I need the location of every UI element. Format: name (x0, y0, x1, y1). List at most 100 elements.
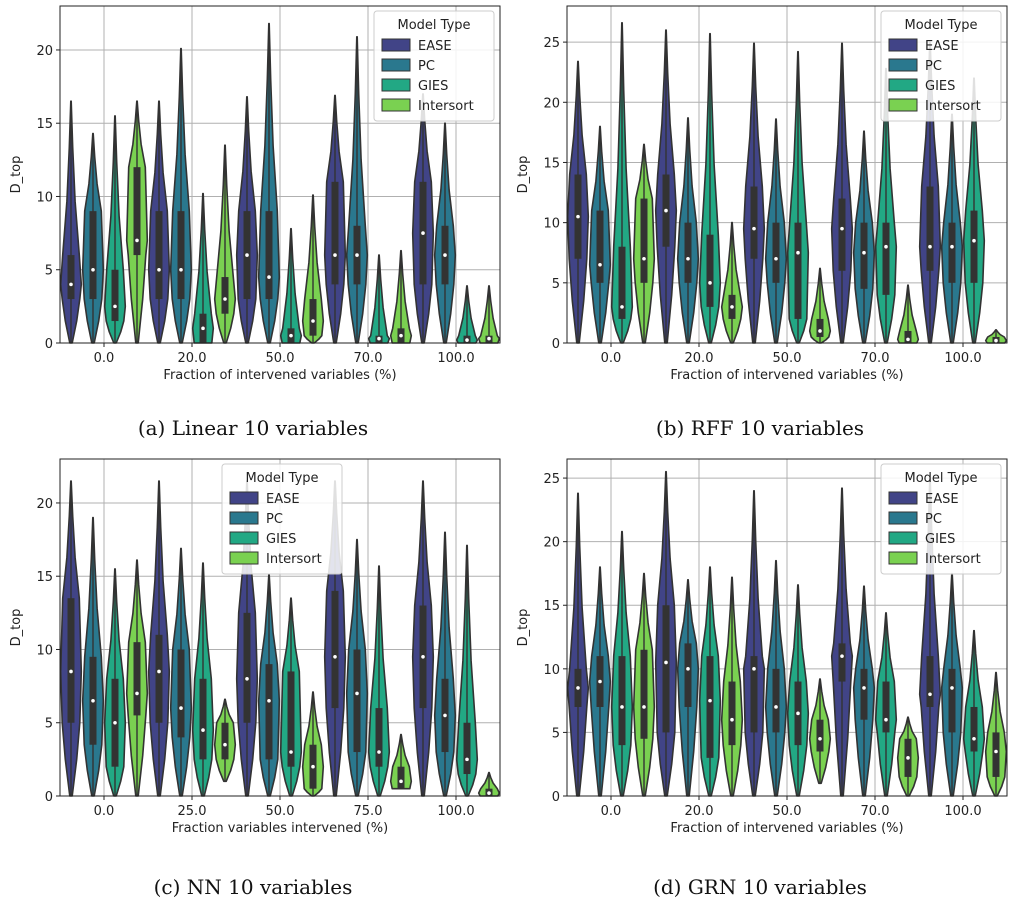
legend-title: Model Type (245, 471, 318, 486)
legend-swatch-pc (381, 58, 411, 72)
iqr-box (133, 642, 141, 716)
y-tick-label: 15 (543, 599, 560, 614)
y-tick-label: 25 (543, 36, 560, 51)
median-point (289, 750, 293, 754)
legend-label-gies: GIES (925, 532, 955, 547)
iqr-box (992, 732, 1000, 777)
median-point (818, 736, 822, 741)
iqr-box (397, 766, 405, 789)
median-point (267, 275, 271, 279)
iqr-box (265, 664, 273, 760)
median-point (752, 667, 756, 671)
caption-linear: (a) Linear 10 variables (137, 416, 369, 440)
legend-swatch-gies (229, 531, 259, 545)
iqr-box (926, 186, 934, 271)
caption-rff: (b) RFF 10 variables (655, 416, 865, 440)
iqr-box (772, 222, 780, 283)
legend-swatch-intersort (888, 98, 918, 112)
median-point (245, 676, 249, 681)
median-point (928, 244, 932, 249)
iqr-box (816, 318, 824, 337)
y-tick-label: 15 (543, 156, 560, 171)
iqr-box (860, 668, 868, 720)
median-point (333, 655, 337, 659)
legend-swatch-gies (381, 78, 411, 92)
panel-linear: 0 5 10 15 20 0.0 20.0 50.0 70.0 100.0 Fraction of … (0, 0, 506, 452)
iqr-box (199, 678, 207, 760)
median-point (487, 791, 491, 795)
legend-swatch-intersort (888, 551, 918, 565)
legend-swatch-ease (888, 38, 918, 52)
x-axis-label: Fraction of intervened variables (%) (163, 368, 396, 383)
iqr-box (111, 269, 119, 322)
median-point (245, 253, 249, 257)
iqr-box (860, 222, 868, 289)
x-tick-label: 100.0 (944, 804, 981, 819)
median-point (620, 305, 624, 309)
median-point (157, 267, 161, 272)
median-point (487, 336, 491, 341)
median-point (620, 705, 624, 709)
iqr-box (882, 222, 890, 295)
violin-chart-nn: 0 5 10 15 20 0.0 25.0 50.0 75.0 100.0 Fraction var… (9, 458, 501, 836)
iqr-box (948, 668, 956, 733)
legend-swatch-intersort (229, 551, 259, 565)
legend-label-ease: EASE (925, 39, 959, 54)
median-point (906, 337, 910, 342)
median-point (377, 336, 381, 341)
legend-label-pc: PC (266, 512, 283, 527)
median-point (730, 305, 734, 309)
x-tick-label: 0.0 (601, 804, 622, 819)
iqr-box (221, 277, 229, 314)
x-tick-label: 100.0 (437, 804, 474, 819)
legend-swatch-ease (381, 38, 411, 52)
iqr-box (948, 222, 956, 283)
legend-label-gies: GIES (266, 532, 296, 547)
median-point (884, 244, 888, 249)
iqr-box (331, 181, 339, 285)
caption-nn: (c) NN 10 variables (153, 875, 353, 899)
x-tick-label: 70.0 (861, 351, 890, 366)
median-point (399, 333, 403, 338)
median-point (113, 720, 117, 725)
median-point (862, 686, 866, 690)
median-point (664, 660, 668, 665)
median-point (994, 749, 998, 754)
median-point (862, 250, 866, 255)
median-point (730, 717, 734, 722)
legend-swatch-pc (229, 511, 259, 525)
legend-label-intersort: Intersort (925, 99, 981, 114)
legend-swatch-intersort (381, 98, 411, 112)
y-tick-label: 0 (45, 790, 53, 805)
y-tick-label: 20 (36, 497, 53, 512)
x-tick-label: 0.0 (94, 351, 115, 366)
median-point (642, 705, 646, 709)
legend-label-gies: GIES (418, 79, 448, 94)
axes-frame (566, 458, 1008, 797)
violin-chart-rff: 0 5 10 15 20 25 0.0 20.0 50.0 70.0 100.0 Fraction o… (516, 5, 1008, 383)
median-point (267, 698, 271, 703)
iqr-box (221, 722, 229, 760)
legend-swatch-pc (888, 511, 918, 525)
iqr-box (970, 210, 978, 283)
iqr-box (155, 634, 163, 723)
median-point (686, 256, 690, 261)
caption-grn: (d) GRN 10 variables (653, 875, 867, 899)
iqr-box (89, 211, 97, 300)
y-tick-label: 10 (36, 643, 53, 658)
legend-title: Model Type (904, 471, 977, 486)
y-tick-label: 0 (45, 337, 53, 352)
median-point (201, 326, 205, 331)
median-point (950, 686, 954, 690)
median-point (421, 231, 425, 235)
legend-swatch-ease (888, 491, 918, 505)
iqr-box (353, 649, 361, 753)
legend-label-intersort: Intersort (925, 552, 981, 567)
iqr-box (155, 211, 163, 300)
legend-label-pc: PC (418, 59, 435, 74)
median-point (443, 713, 447, 718)
legend-swatch-ease (229, 491, 259, 505)
iqr-box (177, 649, 185, 738)
median-point (135, 691, 139, 696)
panel-grn: 0 5 10 15 20 25 0.0 20.0 50.0 70.0 100.0 Fraction o… (507, 453, 1013, 905)
